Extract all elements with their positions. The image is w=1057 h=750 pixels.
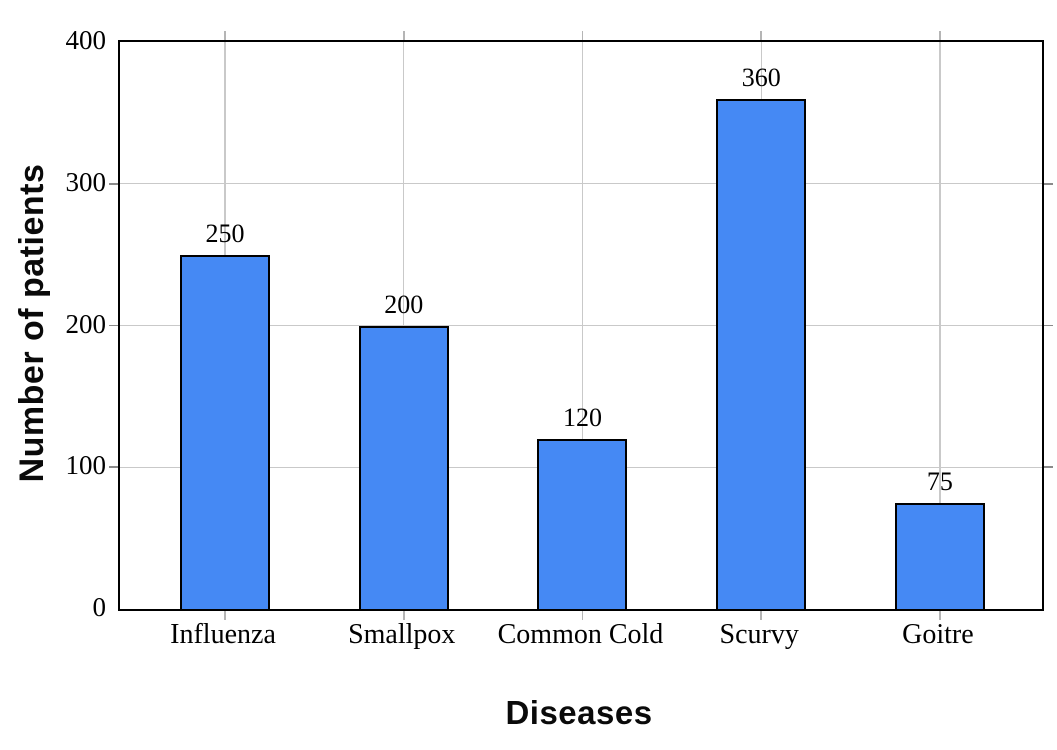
x-axis-tick [760, 611, 762, 620]
x-axis-tick [402, 31, 405, 40]
x-axis-tick [224, 611, 226, 620]
x-axis-tick [581, 31, 584, 40]
y-axis-tick [1044, 324, 1053, 327]
bar-value-label: 120 [562, 402, 602, 432]
v-gridline [939, 42, 941, 609]
y-axis-tick [109, 324, 118, 327]
y-tick-label: 200 [65, 308, 107, 339]
x-tick-label: Smallpox [348, 619, 456, 650]
x-tick-label: Scurvy [719, 619, 799, 650]
bar-influenza [180, 254, 271, 609]
x-tick-label: Goitre [902, 619, 974, 650]
y-tick-label: 400 [65, 25, 107, 55]
v-gridline [581, 42, 584, 609]
h-gridline [120, 324, 1042, 327]
bar-scurvy [716, 98, 807, 609]
bar-value-label: 250 [205, 218, 245, 248]
x-axis-tick [581, 611, 584, 620]
bar-value-label: 360 [741, 62, 781, 92]
y-tick-label: 300 [65, 166, 107, 197]
y-tick-label: 100 [65, 450, 107, 481]
y-axis-tick [1044, 182, 1053, 185]
y-axis-tick [1044, 466, 1053, 469]
x-tick-label: Common Cold [497, 619, 664, 650]
y-tick-label: 0 [92, 592, 107, 622]
bar-value-label: 200 [384, 289, 424, 319]
y-axis-tick [109, 182, 118, 185]
bar-value-label: 75 [926, 466, 953, 496]
x-axis-tick [939, 31, 941, 40]
bar-common-cold [537, 438, 628, 609]
bar-smallpox [358, 325, 449, 609]
x-axis-title: Diseases [505, 694, 653, 731]
x-axis-tick [402, 611, 405, 620]
x-axis-tick [224, 31, 226, 40]
y-axis-tick [109, 466, 118, 469]
plot-area: 250 200 120 360 75 [109, 31, 1053, 620]
x-tick-label: Influenza [170, 619, 276, 650]
x-axis-tick [760, 31, 762, 40]
h-gridline [120, 183, 1042, 185]
bar-goitre [894, 502, 985, 609]
x-axis-tick [939, 611, 941, 620]
